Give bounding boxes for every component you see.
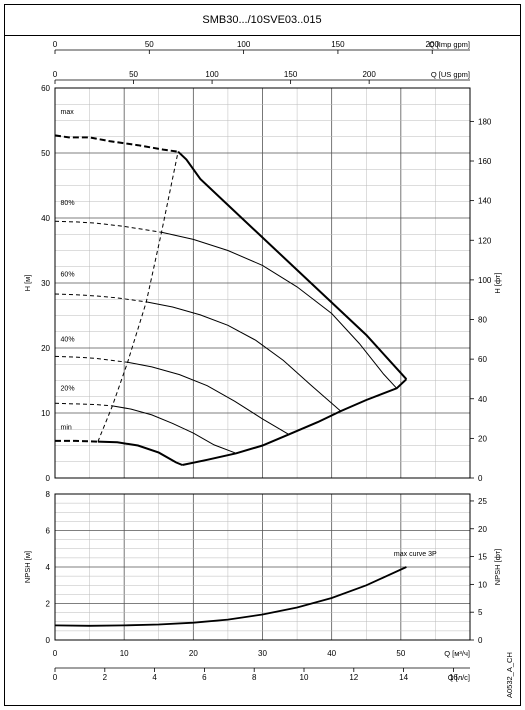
- npsh-left-tick-label: 6: [46, 527, 51, 536]
- imp-gpm-tick-label: 50: [145, 40, 154, 49]
- flow-m3h-tick-label: 50: [396, 649, 405, 658]
- npsh-curve-label: max curve 3P: [394, 551, 437, 558]
- flow-m3h-tick-label: 0: [53, 649, 58, 658]
- speed-label: 40%: [61, 337, 75, 344]
- npsh-right-tick-label: 20: [478, 525, 487, 534]
- speed-label: 20%: [61, 385, 75, 392]
- head-plot-frame: [54, 87, 471, 479]
- head-curve-dashed-20pct: [54, 402, 113, 407]
- head-right-tick-label: 80: [478, 316, 487, 325]
- head-curve-min: [97, 440, 183, 466]
- head-curve-max: [177, 150, 408, 380]
- npsh-right-tick-label: 25: [478, 497, 487, 506]
- speed-label: max: [61, 109, 75, 116]
- us-gpm-axis-label: Q [US gpm]: [431, 70, 470, 79]
- flow-ls-tick-label: 4: [152, 673, 157, 682]
- head-left-axis-label: H [м]: [23, 275, 32, 292]
- head-right-tick-label: 120: [478, 236, 492, 245]
- head-right-tick-label: 140: [478, 197, 492, 206]
- head-right-tick-label: 60: [478, 355, 487, 364]
- flow-ls-tick-label: 10: [300, 673, 309, 682]
- imp-gpm-tick-label: 150: [331, 40, 345, 49]
- flow-m3h-tick-label: 30: [258, 649, 267, 658]
- speed-label: min: [61, 424, 72, 431]
- head-curve-dashed-60pct: [54, 293, 147, 303]
- head-curve-dashed-efficiency: [97, 151, 179, 442]
- imp-gpm-tick-label: 200: [426, 40, 440, 49]
- flow-ls-tick-label: 2: [103, 673, 108, 682]
- head-curve-40pct: [127, 361, 290, 435]
- us-gpm-tick-label: 0: [53, 70, 58, 79]
- document-code: A0532_A_CH: [505, 652, 514, 698]
- head-right-tick-label: 0: [478, 474, 483, 483]
- speed-label: 80%: [61, 200, 75, 207]
- npsh-plot-frame: [54, 493, 471, 641]
- head-left-tick-label: 30: [41, 279, 50, 288]
- npsh-left-tick-label: 4: [46, 563, 51, 572]
- npsh-right-axis-label: NPSH [фт]: [493, 549, 502, 586]
- npsh-right-tick-label: 15: [478, 553, 487, 562]
- flow-ls-tick-label: 14: [399, 673, 408, 682]
- imp-gpm-axis-label: Q [Imp gpm]: [429, 40, 470, 49]
- flow-ls-tick-label: 8: [252, 673, 257, 682]
- flow-ls-tick-label: 6: [202, 673, 207, 682]
- head-right-tick-label: 20: [478, 434, 487, 443]
- npsh-left-tick-label: 8: [46, 490, 51, 499]
- head-curve-dashed-40pct: [54, 355, 128, 363]
- head-curve-min-boundary: [182, 378, 408, 466]
- flow-m3h-tick-label: 10: [120, 649, 129, 658]
- head-right-axis-label: H [фт]: [493, 272, 502, 293]
- head-curve-dashed-min: [55, 439, 98, 443]
- us-gpm-tick-label: 200: [362, 70, 376, 79]
- chart-title: SMB30.../10SVE03..015: [202, 14, 321, 26]
- npsh-left-tick-label: 0: [46, 636, 51, 645]
- flow-ls-tick-label: 16: [449, 673, 458, 682]
- npsh-right-tick-label: 5: [478, 608, 483, 617]
- flow-ls-tick-label: 12: [349, 673, 358, 682]
- imp-gpm-tick-label: 100: [237, 40, 251, 49]
- head-left-tick-label: 60: [41, 84, 50, 93]
- npsh-left-axis-label: NPSH [м]: [23, 551, 32, 583]
- head-curve-80pct: [161, 231, 398, 389]
- flow-m3h-axis-label: Q [м³/ч]: [444, 649, 470, 658]
- head-right-tick-label: 180: [478, 117, 492, 126]
- npsh-left-tick-label: 2: [46, 600, 51, 609]
- head-right-tick-label: 40: [478, 395, 487, 404]
- head-curve-60pct: [146, 301, 342, 412]
- us-gpm-tick-label: 50: [129, 70, 138, 79]
- head-left-tick-label: 50: [41, 149, 50, 158]
- flow-m3h-tick-label: 20: [189, 649, 198, 658]
- head-curve-20pct: [112, 405, 237, 454]
- us-gpm-tick-label: 100: [205, 70, 219, 79]
- speed-label: 60%: [61, 272, 75, 279]
- npsh-right-tick-label: 10: [478, 580, 487, 589]
- head-left-tick-label: 20: [41, 344, 50, 353]
- imp-gpm-tick-label: 0: [53, 40, 58, 49]
- head-curve-dashed-max: [54, 134, 179, 153]
- flow-m3h-tick-label: 40: [327, 649, 336, 658]
- head-left-tick-label: 0: [46, 474, 51, 483]
- us-gpm-tick-label: 150: [284, 70, 298, 79]
- flow-ls-axis-label: Q [л/с]: [448, 673, 470, 682]
- head-right-tick-label: 160: [478, 157, 492, 166]
- head-left-tick-label: 40: [41, 214, 50, 223]
- npsh-right-tick-label: 0: [478, 636, 483, 645]
- flow-ls-tick-label: 0: [53, 673, 58, 682]
- head-left-tick-label: 10: [41, 409, 50, 418]
- head-right-tick-label: 100: [478, 276, 492, 285]
- npsh-curve: [54, 566, 407, 627]
